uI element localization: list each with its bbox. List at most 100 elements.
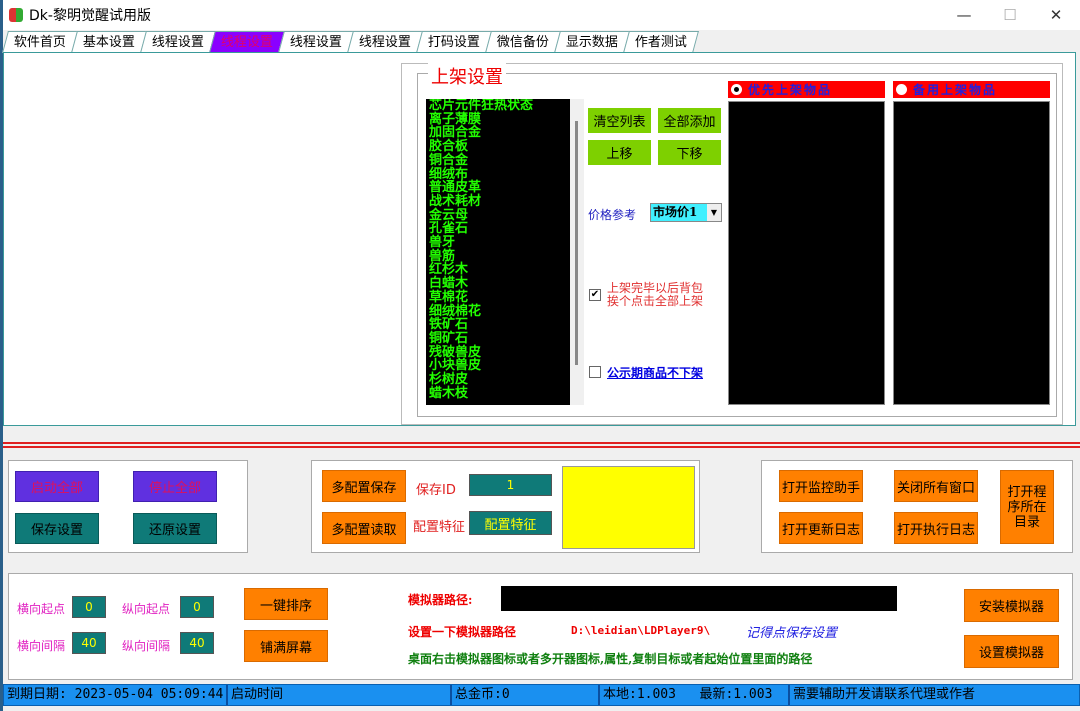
list-item[interactable]: 离子薄膜 xyxy=(429,111,482,127)
backup-list[interactable] xyxy=(893,101,1050,405)
h-start-input[interactable]: 0 xyxy=(72,596,106,618)
list-item[interactable]: 战术耗材 xyxy=(429,193,482,209)
item-list[interactable]: 芯片元件狂热状态 离子薄膜 加固合金 胶合板 铜合金 细绒布 普通皮革 战术耗材 金云母 孔雀石兽… xyxy=(426,99,570,405)
list-item[interactable]: 白蜡木 xyxy=(429,276,469,292)
tab-2[interactable]: 线程设置 xyxy=(140,31,216,53)
list-item[interactable]: 铜合金 xyxy=(429,152,469,168)
checkbox-keep-public-label[interactable]: 公示期商品不下架 xyxy=(607,366,704,380)
h-gap-label: 横向间隔 xyxy=(17,639,66,653)
tab-bar: 软件首页 基本设置 线程设置 线程设置 线程设置 线程设置 打码设置 微信备份 显示数据 作者测试 xyxy=(2,31,700,53)
list-item[interactable]: 小块兽皮 xyxy=(429,358,482,374)
open-update-log-button[interactable]: 打开更新日志 xyxy=(779,512,863,544)
radio-unselected-icon xyxy=(896,84,907,95)
checkbox-bag-list-all[interactable]: ✔ xyxy=(589,289,601,301)
list-item[interactable]: 残破兽皮 xyxy=(429,344,482,360)
list-item[interactable]: 红杉木 xyxy=(429,262,469,278)
tab-content: 上架设置 芯片元件狂热状态 离子薄膜 加固合金 胶合板 铜合金 细绒布 普通皮革 战术耗材 金云… xyxy=(3,52,1076,426)
price-reference-value: 市场价1 xyxy=(651,204,707,221)
h-start-label: 横向起点 xyxy=(17,602,66,616)
config-feature-input[interactable]: 配置特征 xyxy=(469,511,552,535)
tab-label: 作者测试 xyxy=(635,35,688,50)
list-item[interactable]: 细绒棉花 xyxy=(429,303,482,319)
tab-label: 打码设置 xyxy=(427,35,480,50)
list-item[interactable]: 铁矿石 xyxy=(429,317,469,333)
expiry-date: 到期日期: 2023-05-04 05:09:44 xyxy=(4,685,228,705)
h-gap-input[interactable]: 40 xyxy=(72,632,106,654)
list-item[interactable]: 孔雀石 xyxy=(429,221,469,237)
config-group: 多配置保存 多配置读取 保存ID 1 配置特征 配置特征 xyxy=(311,460,700,553)
radio-selected-icon xyxy=(731,84,742,95)
move-up-button[interactable]: 上移 xyxy=(588,140,651,165)
backup-label: 备用上架物品 xyxy=(913,83,998,97)
label-line-1: 上架完毕以后背包 xyxy=(607,281,704,295)
tab-6[interactable]: 打码设置 xyxy=(416,31,493,53)
list-item[interactable]: 加固合金 xyxy=(429,125,482,141)
open-monitor-button[interactable]: 打开监控助手 xyxy=(779,470,863,502)
save-settings-button[interactable]: 保存设置 xyxy=(15,513,99,544)
list-item[interactable]: 蜡木枝 xyxy=(429,385,469,401)
priority-radio[interactable]: 优先上架物品 xyxy=(728,81,885,98)
set-path-hint: 设置一下模拟器路径 xyxy=(408,625,517,639)
priority-list[interactable] xyxy=(728,101,885,405)
move-down-button[interactable]: 下移 xyxy=(658,140,721,165)
tools-group: 打开监控助手 关闭所有窗口 打开更新日志 打开执行日志 打开程序所在目录 xyxy=(761,460,1073,553)
v-start-input[interactable]: 0 xyxy=(180,596,214,618)
fill-screen-button[interactable]: 铺满屏幕 xyxy=(244,630,328,662)
multi-config-load-button[interactable]: 多配置读取 xyxy=(322,512,406,544)
tab-label: 微信备份 xyxy=(496,35,549,50)
stop-all-button[interactable]: 停止全部 xyxy=(133,471,217,502)
setup-emulator-button[interactable]: 设置模拟器 xyxy=(964,635,1059,668)
backup-radio[interactable]: 备用上架物品 xyxy=(893,81,1050,98)
listing-group xyxy=(417,73,1057,417)
tab-label: 线程设置 xyxy=(220,35,273,50)
list-item[interactable]: 细绒布 xyxy=(429,166,469,182)
list-item[interactable]: 杉树皮 xyxy=(429,372,469,388)
listing-title: 上架设置 xyxy=(428,63,506,89)
list-item[interactable]: 芯片元件狂热状态 xyxy=(429,99,534,113)
checkbox-keep-public[interactable] xyxy=(589,366,601,378)
clear-list-button[interactable]: 清空列表 xyxy=(588,108,651,133)
tab-8[interactable]: 显示数据 xyxy=(554,31,631,53)
minimize-button[interactable]: — xyxy=(956,6,972,24)
open-exec-log-button[interactable]: 打开执行日志 xyxy=(894,512,978,544)
tab-7[interactable]: 微信备份 xyxy=(485,31,562,53)
list-item[interactable]: 胶合板 xyxy=(429,139,469,155)
tab-3[interactable]: 线程设置 xyxy=(209,31,286,53)
list-item[interactable]: 普通皮革 xyxy=(429,180,482,196)
price-reference-select[interactable]: 市场价1 ▼ xyxy=(650,203,722,222)
multi-config-save-button[interactable]: 多配置保存 xyxy=(322,470,406,502)
start-all-button[interactable]: 启动全部 xyxy=(15,471,99,502)
open-program-dir-button[interactable]: 打开程序所在目录 xyxy=(1000,470,1054,544)
install-emulator-button[interactable]: 安装模拟器 xyxy=(964,589,1059,622)
scrollbar-thumb[interactable] xyxy=(575,121,578,365)
v-gap-input[interactable]: 40 xyxy=(180,632,214,654)
close-button[interactable]: ✕ xyxy=(1049,6,1063,24)
tab-1[interactable]: 基本设置 xyxy=(71,31,147,53)
emulator-group: 横向起点 0 纵向起点 0 横向间隔 40 纵向间隔 40 一键排序 铺满屏幕 … xyxy=(8,573,1073,680)
tab-4[interactable]: 线程设置 xyxy=(278,31,355,53)
control-group: 启动全部 停止全部 保存设置 还原设置 xyxy=(8,460,248,553)
tab-0[interactable]: 软件首页 xyxy=(2,31,78,53)
tab-label: 线程设置 xyxy=(358,35,411,50)
tab-5[interactable]: 线程设置 xyxy=(347,31,424,53)
config-feature-label: 配置特征 xyxy=(413,520,466,535)
title-bar: Dk-黎明觉醒试用版 — ☐ ✕ xyxy=(3,0,1080,30)
tab-9[interactable]: 作者测试 xyxy=(623,31,700,53)
status-bar: 到期日期: 2023-05-04 05:09:44 启动时间 总金币:0 本地:… xyxy=(3,684,1080,706)
one-click-sort-button[interactable]: 一键排序 xyxy=(244,588,328,620)
add-all-button[interactable]: 全部添加 xyxy=(658,108,721,133)
tab-label: 显示数据 xyxy=(565,35,619,50)
close-all-windows-button[interactable]: 关闭所有窗口 xyxy=(894,470,978,502)
list-item[interactable]: 铜矿石 xyxy=(429,330,469,346)
window-title: Dk-黎明觉醒试用版 xyxy=(29,8,151,24)
checkbox-bag-list-all-label: 上架完毕以后背包 挨个点击全部上架 xyxy=(607,282,703,308)
list-item[interactable]: 草棉花 xyxy=(429,289,469,305)
restore-settings-button[interactable]: 还原设置 xyxy=(133,513,217,544)
list-item[interactable]: 兽筋 xyxy=(429,248,456,264)
list-item[interactable]: 兽牙 xyxy=(429,235,456,251)
list-item[interactable]: 金云母 xyxy=(429,207,469,223)
maximize-button[interactable]: ☐ xyxy=(1003,6,1017,24)
emulator-path-input[interactable] xyxy=(501,586,897,611)
save-id-input[interactable]: 1 xyxy=(469,474,552,496)
item-list-scrollbar[interactable] xyxy=(570,99,584,405)
